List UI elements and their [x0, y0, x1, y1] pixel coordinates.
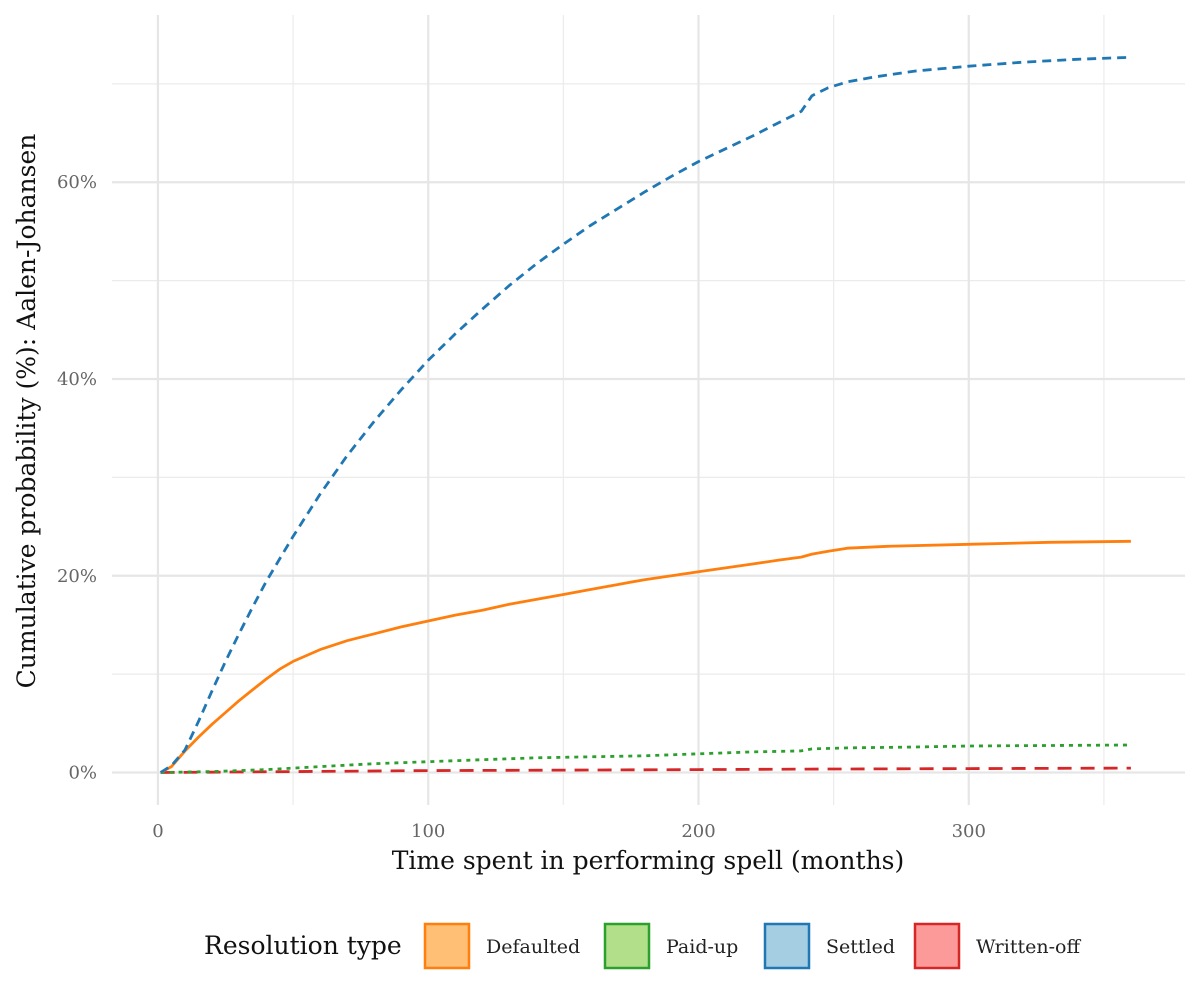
legend-key	[423, 922, 471, 970]
x-tick-label: 100	[411, 821, 445, 842]
y-tick-label: 0%	[68, 763, 97, 784]
series-lines	[159, 55, 1131, 774]
legend-item-written-off: Written-off	[913, 922, 1081, 970]
series-line-defaulted	[159, 539, 1131, 774]
legend-item-settled: Settled	[763, 922, 895, 970]
legend-item-paid-up: Paid-up	[603, 922, 738, 970]
x-axis-ticks: 0 100 200 300	[152, 821, 986, 842]
legend-key	[913, 922, 961, 970]
legend-title: Resolution type	[204, 931, 402, 960]
series-line-paid-up	[160, 743, 1131, 774]
y-axis-ticks: 0% 20% 40% 60%	[57, 172, 97, 783]
x-tick-label: 200	[681, 821, 715, 842]
legend-item-defaulted: Defaulted	[423, 922, 580, 970]
y-tick-label: 20%	[57, 566, 97, 587]
x-axis-title: Time spent in performing spell (months)	[392, 846, 905, 875]
series-line-settled	[159, 55, 1131, 774]
legend-label: Written-off	[976, 936, 1081, 958]
y-tick-label: 40%	[57, 369, 97, 390]
major-gridlines	[112, 15, 1185, 805]
legend-label: Defaulted	[486, 936, 580, 958]
y-axis-title: Cumulative probability (%): Aalen-Johans…	[12, 134, 41, 689]
y-tick-label: 60%	[57, 172, 97, 193]
legend: Resolution type Defaulted Paid-up Settled W…	[204, 922, 1081, 970]
series-line-written-off	[160, 766, 1131, 774]
legend-label: Settled	[826, 936, 895, 958]
legend-key	[763, 922, 811, 970]
legend-label: Paid-up	[666, 936, 738, 958]
legend-key	[603, 922, 651, 970]
x-tick-label: 0	[152, 821, 163, 842]
minor-gridlines	[112, 15, 1185, 805]
x-tick-label: 300	[952, 821, 986, 842]
